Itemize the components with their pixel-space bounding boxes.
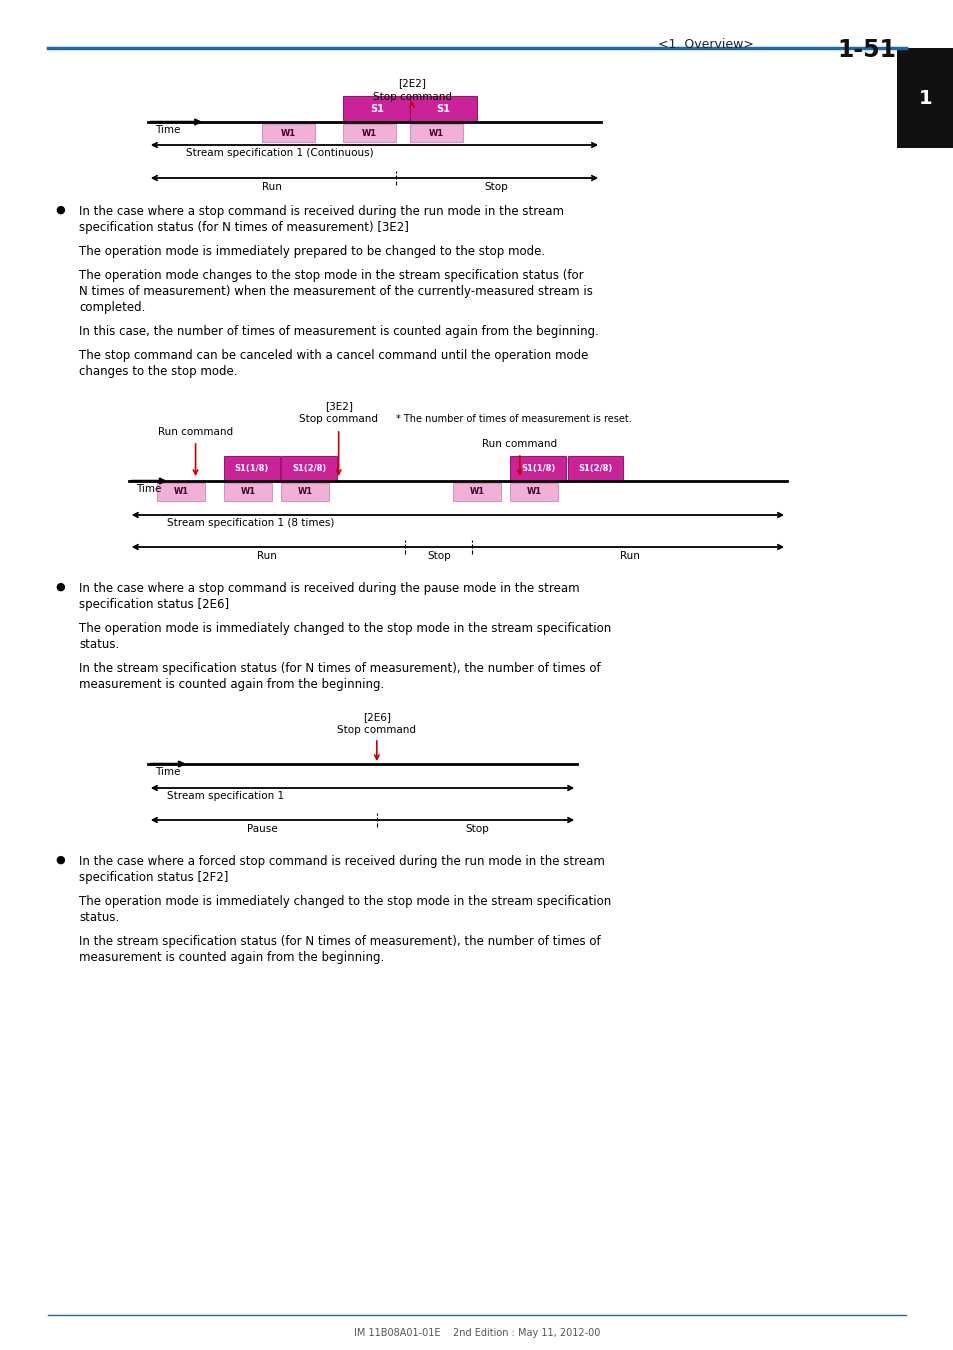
Text: W1: W1	[173, 487, 189, 497]
Bar	[410, 124, 462, 142]
Text: ●: ●	[55, 855, 65, 865]
Text: In the stream specification status (for N times of measurement), the number of t: In the stream specification status (for …	[79, 662, 600, 675]
Bar	[224, 483, 272, 501]
Text: Stop command: Stop command	[337, 725, 416, 734]
Text: Run command: Run command	[482, 439, 557, 450]
Text: N times of measurement) when the measurement of the currently-measured stream is: N times of measurement) when the measure…	[79, 285, 593, 298]
Text: Stop: Stop	[484, 182, 507, 192]
Bar	[157, 483, 205, 501]
Text: Stream specification 1 (Continuous): Stream specification 1 (Continuous)	[186, 148, 374, 158]
Text: Stop: Stop	[427, 551, 450, 562]
Bar	[343, 124, 395, 142]
Bar	[343, 96, 410, 122]
Text: W1: W1	[297, 487, 313, 497]
Text: changes to the stop mode.: changes to the stop mode.	[79, 364, 237, 378]
Text: Time: Time	[155, 767, 181, 778]
Text: The operation mode is immediately changed to the stop mode in the stream specifi: The operation mode is immediately change…	[79, 895, 611, 909]
Bar	[281, 483, 329, 501]
Text: W1: W1	[240, 487, 255, 497]
Text: Run command: Run command	[158, 427, 233, 437]
Text: S1: S1	[370, 104, 383, 113]
Text: The operation mode is immediately prepared to be changed to the stop mode.: The operation mode is immediately prepar…	[79, 244, 545, 258]
Text: S1(2/8): S1(2/8)	[292, 463, 326, 472]
Text: [2E6]: [2E6]	[362, 711, 391, 722]
Bar	[453, 483, 500, 501]
Text: W1: W1	[362, 128, 376, 138]
Text: The operation mode changes to the stop mode in the stream specification status (: The operation mode changes to the stop m…	[79, 269, 583, 282]
Text: The operation mode is immediately changed to the stop mode in the stream specifi: The operation mode is immediately change…	[79, 622, 611, 634]
Text: [2E2]: [2E2]	[397, 78, 426, 88]
Text: S1(1/8): S1(1/8)	[234, 463, 269, 472]
Text: measurement is counted again from the beginning.: measurement is counted again from the be…	[79, 950, 384, 964]
Bar	[896, 49, 953, 148]
Text: 1: 1	[918, 89, 931, 108]
Text: specification status [2F2]: specification status [2F2]	[79, 871, 229, 884]
Text: S1: S1	[436, 104, 450, 113]
Text: specification status (for N times of measurement) [3E2]: specification status (for N times of mea…	[79, 221, 409, 234]
Text: S1(1/8): S1(1/8)	[520, 463, 555, 472]
Text: measurement is counted again from the beginning.: measurement is counted again from the be…	[79, 678, 384, 691]
Text: IM 11B08A01-01E    2nd Edition : May 11, 2012-00: IM 11B08A01-01E 2nd Edition : May 11, 20…	[354, 1328, 599, 1338]
Text: ●: ●	[55, 582, 65, 593]
Bar	[224, 456, 279, 481]
Text: status.: status.	[79, 911, 119, 923]
Bar	[510, 456, 565, 481]
Text: S1(2/8): S1(2/8)	[578, 463, 612, 472]
Text: W1: W1	[526, 487, 541, 497]
Text: status.: status.	[79, 639, 119, 651]
Bar	[510, 483, 558, 501]
Text: In the stream specification status (for N times of measurement), the number of t: In the stream specification status (for …	[79, 936, 600, 948]
Text: W1: W1	[469, 487, 484, 497]
Text: Time: Time	[155, 126, 181, 135]
Text: W1: W1	[281, 128, 295, 138]
Bar	[567, 456, 622, 481]
Text: Run: Run	[619, 551, 639, 562]
Text: The stop command can be canceled with a cancel command until the operation mode: The stop command can be canceled with a …	[79, 350, 588, 362]
Text: * The number of times of measurement is reset.: * The number of times of measurement is …	[395, 414, 631, 424]
Text: In this case, the number of times of measurement is counted again from the begin: In this case, the number of times of mea…	[79, 325, 598, 338]
Text: Stop command: Stop command	[299, 414, 377, 424]
Text: ●: ●	[55, 205, 65, 215]
Bar	[281, 456, 336, 481]
Text: In the case where a stop command is received during the run mode in the stream: In the case where a stop command is rece…	[79, 205, 563, 217]
Text: 1-51: 1-51	[837, 38, 896, 62]
Text: Stream specification 1: Stream specification 1	[167, 791, 284, 801]
Text: Stream specification 1 (8 times): Stream specification 1 (8 times)	[167, 518, 334, 528]
Text: [3E2]: [3E2]	[324, 401, 353, 410]
Text: Run: Run	[257, 551, 276, 562]
Bar	[262, 124, 314, 142]
Text: specification status [2E6]: specification status [2E6]	[79, 598, 229, 612]
Text: Pause: Pause	[247, 824, 277, 834]
Text: Time: Time	[136, 485, 162, 494]
Text: completed.: completed.	[79, 301, 146, 315]
Text: <1. Overview>: <1. Overview>	[658, 38, 753, 51]
Text: In the case where a forced stop command is received during the run mode in the s: In the case where a forced stop command …	[79, 855, 604, 868]
Text: Run: Run	[262, 182, 281, 192]
Bar	[410, 96, 476, 122]
Text: Stop: Stop	[465, 824, 488, 834]
Text: Stop command: Stop command	[373, 92, 451, 103]
Text: In the case where a stop command is received during the pause mode in the stream: In the case where a stop command is rece…	[79, 582, 579, 595]
Text: W1: W1	[429, 128, 443, 138]
